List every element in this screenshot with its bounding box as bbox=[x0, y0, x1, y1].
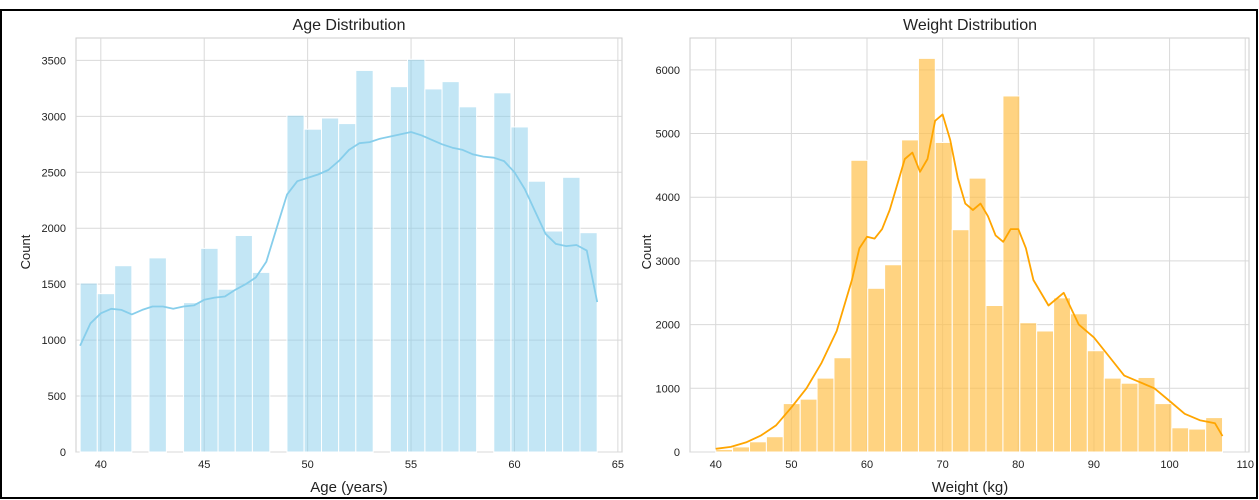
age-xtick-label-3: 55 bbox=[405, 459, 417, 471]
weight-xtick-label-4: 80 bbox=[1012, 459, 1024, 471]
weight-bar-27 bbox=[1171, 427, 1190, 453]
age-bar-29 bbox=[579, 232, 598, 453]
weight-bar-0 bbox=[715, 448, 734, 453]
age-kde-line bbox=[79, 131, 599, 347]
weight-bar-6 bbox=[816, 377, 835, 453]
age-bar-16 bbox=[355, 69, 374, 453]
age-chart-ylabel: Count bbox=[18, 234, 33, 269]
age-ytick-label-4: 2000 bbox=[42, 223, 66, 235]
age-bar-19 bbox=[407, 58, 426, 453]
age-ytick-label-5: 2500 bbox=[42, 167, 66, 179]
age-bar-6 bbox=[183, 302, 202, 453]
age-bar-8 bbox=[217, 288, 236, 453]
age-bar-22 bbox=[458, 106, 478, 453]
age-bar-2 bbox=[114, 265, 133, 453]
weight-xtick-label-3: 70 bbox=[937, 459, 949, 471]
weight-ytick-label-1: 1000 bbox=[656, 383, 680, 395]
age-xtick-label-2: 50 bbox=[302, 459, 314, 471]
weight-ytick-label-3: 3000 bbox=[656, 256, 680, 268]
weight-xtick-label-7: 110 bbox=[1236, 459, 1254, 471]
weight-chart-ylabel: Count bbox=[639, 234, 654, 269]
weight-chart-title: Weight Distribution bbox=[903, 17, 1037, 34]
weight-bar-4 bbox=[782, 403, 801, 453]
weight-bar-3 bbox=[765, 436, 784, 453]
weight-kde-line bbox=[715, 113, 1224, 450]
weight-bar-18 bbox=[1019, 322, 1038, 453]
age-bar-1 bbox=[96, 293, 116, 453]
weight-xtick-label-0: 40 bbox=[710, 459, 722, 471]
weight-bar-21 bbox=[1069, 313, 1088, 453]
weight-bar-2 bbox=[749, 441, 767, 453]
weight-ytick-label-6: 6000 bbox=[656, 65, 680, 77]
weight-xtick-label-5: 90 bbox=[1088, 459, 1100, 471]
age-bar-28 bbox=[562, 176, 581, 453]
weight-bar-15 bbox=[968, 177, 987, 453]
age-bar-9 bbox=[234, 234, 253, 453]
weight-bar-10 bbox=[884, 264, 903, 453]
age-bar-18 bbox=[389, 86, 409, 453]
weight-xtick-label-2: 60 bbox=[861, 459, 873, 471]
age-chart-xlabel: Age (years) bbox=[310, 479, 388, 496]
weight-bar-23 bbox=[1103, 377, 1122, 453]
age-bar-0 bbox=[79, 282, 98, 453]
weight-ytick-label-4: 4000 bbox=[656, 192, 680, 204]
age-ytick-label-3: 1500 bbox=[42, 279, 66, 291]
weight-bar-14 bbox=[951, 229, 970, 453]
age-ytick-label-2: 1000 bbox=[42, 335, 66, 347]
age-xtick-label-5: 65 bbox=[612, 459, 624, 471]
weight-bar-16 bbox=[985, 305, 1004, 453]
age-distribution-chart: Age Distribution Age (years) Count 0 500 1… bbox=[18, 17, 624, 496]
age-ytick-label-1: 500 bbox=[48, 391, 66, 403]
weight-xtick-label-6: 100 bbox=[1160, 459, 1178, 471]
age-chart-title: Age Distribution bbox=[293, 17, 406, 34]
weight-bar-22 bbox=[1086, 350, 1105, 453]
weight-bar-17 bbox=[1002, 95, 1021, 453]
weight-distribution-chart: Weight Distribution Weight (kg) Count 0 1… bbox=[639, 17, 1254, 496]
weight-bar-7 bbox=[833, 357, 852, 453]
weight-bar-28 bbox=[1188, 428, 1207, 453]
age-ytick-label-0: 0 bbox=[60, 447, 66, 459]
age-xtick-label-0: 40 bbox=[95, 459, 107, 471]
weight-bar-13 bbox=[934, 141, 953, 453]
age-bar-10 bbox=[251, 271, 271, 453]
weight-bar-8 bbox=[850, 159, 869, 453]
weight-ytick-label-0: 0 bbox=[674, 447, 680, 459]
age-bar-15 bbox=[338, 123, 357, 453]
weight-bar-25 bbox=[1137, 376, 1156, 453]
weight-bar-24 bbox=[1120, 382, 1139, 453]
weight-bar-5 bbox=[799, 398, 818, 453]
age-xtick-label-4: 60 bbox=[508, 459, 520, 471]
weight-chart-xlabel: Weight (kg) bbox=[932, 479, 1008, 496]
weight-xtick-label-1: 50 bbox=[785, 459, 797, 471]
age-bar-12 bbox=[286, 114, 305, 453]
weight-ytick-label-2: 2000 bbox=[656, 320, 680, 332]
age-bar-26 bbox=[527, 180, 546, 453]
age-bar-27 bbox=[544, 230, 564, 453]
age-bar-7 bbox=[200, 247, 219, 453]
weight-bar-20 bbox=[1053, 297, 1071, 453]
weight-bar-19 bbox=[1036, 330, 1055, 453]
age-xtick-label-1: 45 bbox=[198, 459, 210, 471]
age-ytick-label-6: 3000 bbox=[42, 111, 66, 123]
age-ytick-label-7: 3500 bbox=[42, 55, 66, 67]
weight-bar-12 bbox=[917, 57, 936, 453]
weight-bar-11 bbox=[901, 139, 919, 453]
weight-bar-1 bbox=[732, 446, 751, 453]
age-bar-25 bbox=[510, 126, 529, 453]
age-bar-4 bbox=[148, 257, 167, 453]
weight-ytick-label-5: 5000 bbox=[656, 129, 680, 141]
weight-bar-9 bbox=[867, 287, 886, 453]
age-bar-21 bbox=[441, 81, 460, 453]
age-bar-24 bbox=[493, 92, 512, 453]
weight-bar-26 bbox=[1154, 403, 1173, 453]
